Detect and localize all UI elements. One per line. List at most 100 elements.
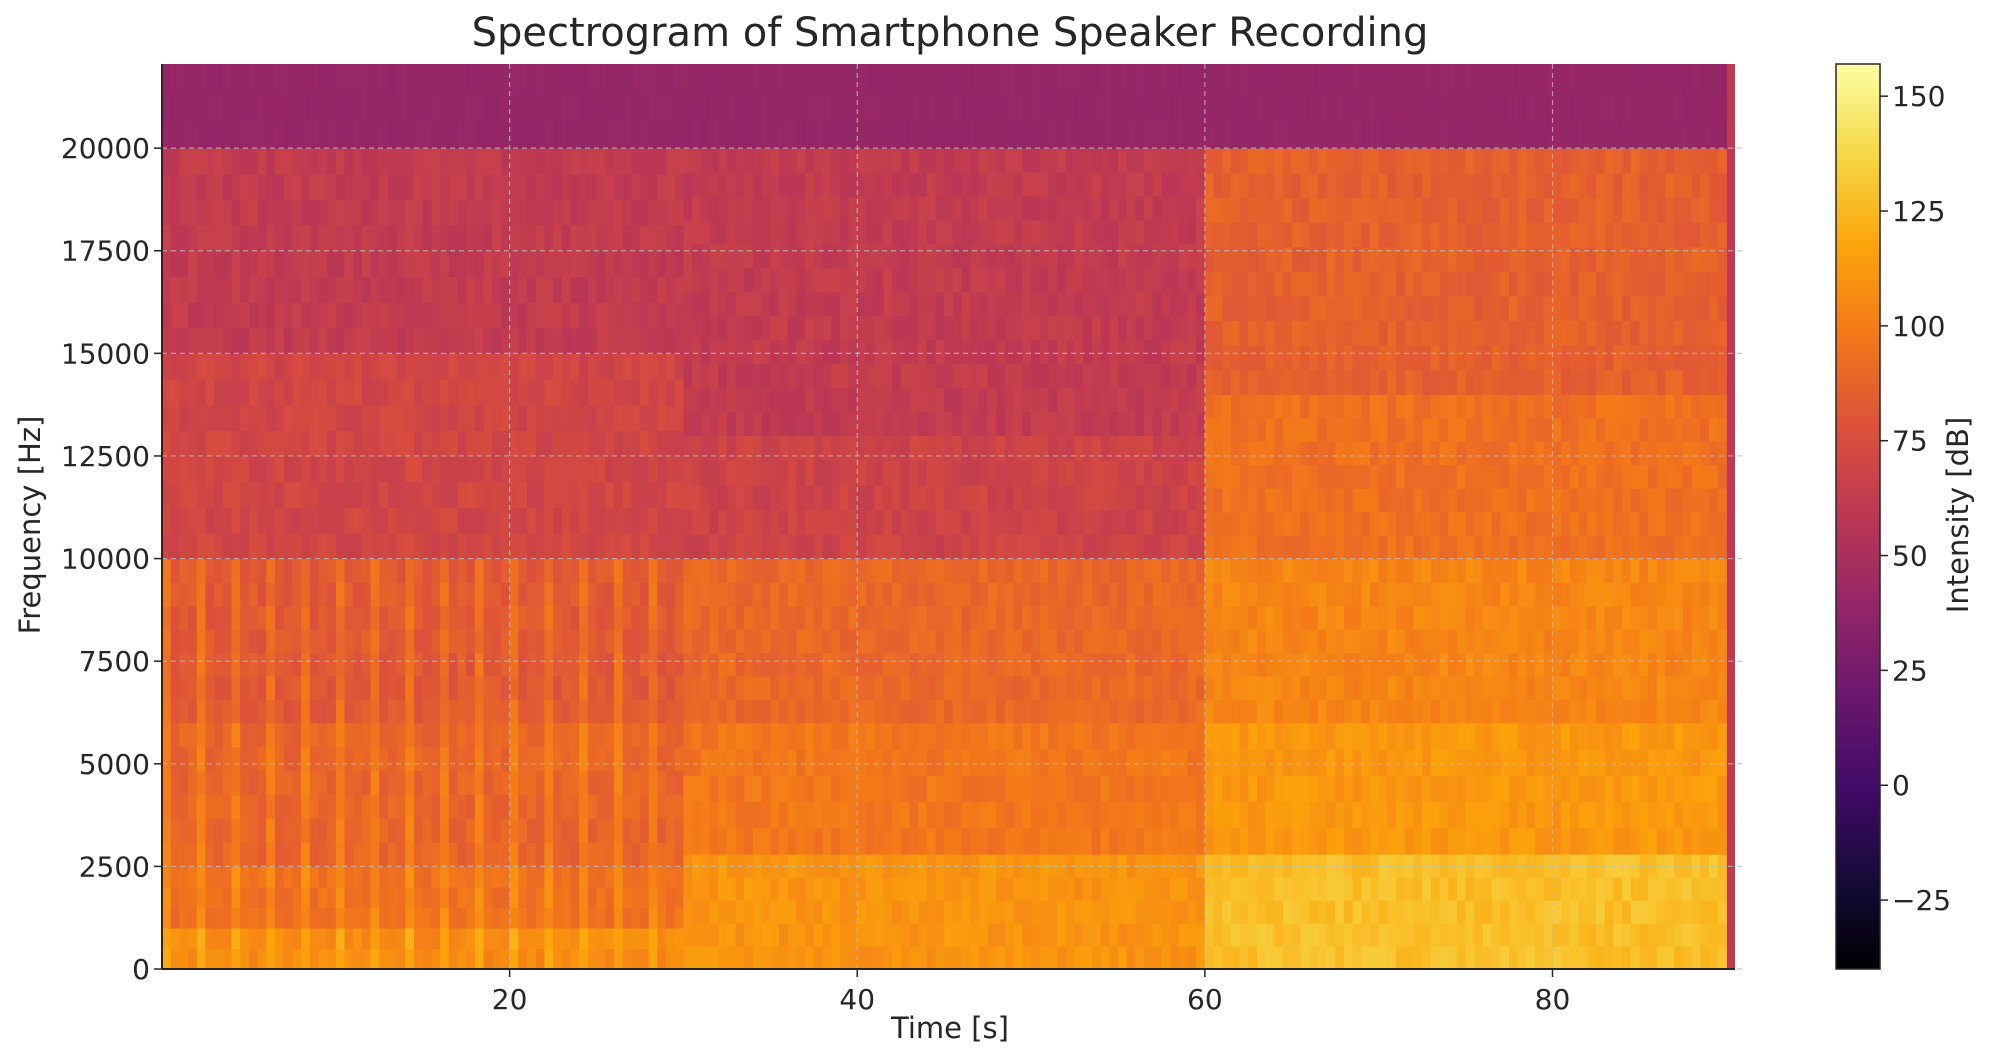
heatmap-cell [1604, 877, 1614, 901]
heatmap-cell [787, 363, 798, 389]
heatmap-cell [222, 379, 233, 406]
heatmap-cell [970, 92, 980, 121]
heatmap-cell [448, 927, 459, 950]
heatmap-cell [535, 794, 545, 820]
heatmap-cell [1057, 291, 1067, 317]
heatmap-cell [822, 148, 832, 173]
heatmap-cell [579, 120, 589, 149]
heatmap-cell [1170, 339, 1180, 365]
heatmap-cell [909, 196, 919, 221]
heatmap-cell [613, 794, 624, 820]
heatmap-cell [222, 64, 233, 93]
heatmap-cell [222, 532, 233, 560]
heatmap-cell [1178, 509, 1189, 535]
heatmap-cell [483, 507, 493, 534]
heatmap-cell [883, 605, 893, 630]
heatmap-cell [761, 120, 771, 149]
heatmap-cell [1126, 877, 1136, 901]
heatmap-cell [361, 722, 372, 748]
heatmap-cell [1109, 582, 1119, 607]
heatmap-cell [274, 794, 285, 820]
heatmap-cell [1500, 827, 1510, 855]
heatmap-cell [613, 886, 624, 909]
heatmap-cell [474, 327, 485, 354]
heatmap-cell [292, 794, 302, 820]
heatmap-cell [440, 250, 450, 277]
heatmap-cell [283, 64, 293, 93]
heatmap-cell [1013, 387, 1023, 413]
heatmap-cell [1161, 291, 1171, 317]
heatmap-cell [1526, 722, 1536, 750]
heatmap-cell [1039, 484, 1050, 510]
heatmap-cell [1509, 801, 1519, 829]
heatmap-cell [726, 722, 737, 750]
heatmap-cell [1604, 827, 1614, 855]
heatmap-cell [509, 481, 519, 508]
heatmap-cell [709, 120, 719, 149]
heatmap-cell [492, 652, 502, 677]
heatmap-cell [865, 722, 876, 750]
heatmap-cell [1500, 946, 1510, 970]
heatmap-cell [813, 315, 824, 341]
heatmap-cell [344, 842, 354, 867]
heatmap-cell [553, 675, 563, 700]
heatmap-cell [1213, 775, 1223, 803]
heatmap-cell [1717, 923, 1727, 947]
heatmap-cell [674, 455, 685, 483]
heatmap-cell [857, 558, 867, 583]
heatmap-cell [1083, 92, 1093, 121]
heatmap-cell [318, 948, 328, 970]
heatmap-cell [770, 877, 780, 901]
heatmap-cell [301, 770, 311, 796]
heatmap-cell [544, 886, 554, 909]
heatmap-cell [709, 196, 719, 221]
heatmap-cell [1083, 509, 1093, 535]
heatmap-cell [1065, 339, 1076, 365]
heatmap-cell [596, 276, 606, 303]
heatmap-cell [1074, 558, 1084, 583]
heatmap-cell [361, 842, 372, 867]
heatmap-cell [396, 276, 406, 303]
heatmap-cell [492, 327, 502, 354]
heatmap-cell [214, 927, 224, 950]
heatmap-cell [570, 64, 580, 93]
heatmap-cell [1630, 946, 1640, 970]
heatmap-cell [361, 866, 372, 888]
heatmap-cell [240, 907, 250, 929]
heatmap-cell [1126, 582, 1136, 607]
heatmap-cell [335, 582, 346, 607]
heatmap-cell [1569, 775, 1580, 803]
heatmap-cell [1656, 923, 1667, 947]
heatmap-cell [570, 120, 580, 149]
heatmap-cell [457, 92, 467, 121]
heatmap-cell [240, 225, 250, 252]
heatmap-cell [483, 532, 493, 560]
heatmap-cell [718, 749, 728, 776]
heatmap-cell [944, 801, 954, 829]
heatmap-cell [865, 923, 876, 947]
heatmap-cell [1152, 363, 1163, 389]
heatmap-cell [222, 455, 233, 483]
heatmap-cell [1117, 435, 1128, 461]
heatmap-cell [622, 148, 632, 175]
heatmap-cell [1126, 172, 1136, 197]
heatmap-cell [440, 675, 450, 700]
heatmap-cell [405, 455, 415, 483]
heatmap-cell [1022, 722, 1032, 750]
heatmap-cell [918, 339, 928, 365]
heatmap-cell [587, 225, 598, 252]
heatmap-cell [813, 722, 824, 750]
heatmap-cell [561, 199, 572, 226]
heatmap-cell [813, 120, 824, 149]
heatmap-cell [353, 481, 363, 508]
heatmap-cell [752, 877, 763, 901]
heatmap-cell [796, 775, 806, 803]
heatmap-cell [405, 794, 415, 820]
heatmap-cell [535, 675, 545, 700]
heatmap-cell [448, 199, 459, 226]
heatmap-cell [379, 92, 389, 121]
heatmap-cell [196, 302, 207, 329]
heatmap-cell [309, 605, 320, 630]
heatmap-cell [283, 250, 293, 277]
heatmap-cell [309, 532, 320, 560]
